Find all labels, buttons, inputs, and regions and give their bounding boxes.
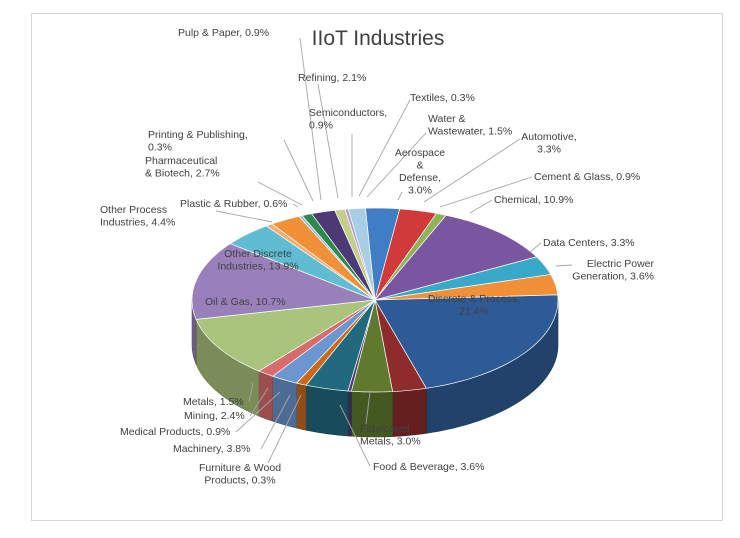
pie-slice-chemical bbox=[374, 214, 538, 301]
leader-line-machinery bbox=[260, 394, 291, 450]
pie-side-furniture-wood-products bbox=[347, 390, 352, 437]
slice-label-chemical: Chemical, 10.9% bbox=[494, 194, 573, 206]
slice-label-medical-products: Medical Products, 0.9% bbox=[120, 426, 230, 438]
chart-title: IIoT Industries bbox=[312, 27, 445, 50]
slice-label-oil-gas: Oil & Gas, 10.7% bbox=[205, 296, 286, 308]
leader-line-data-centers bbox=[529, 242, 542, 253]
slice-label-cement-glass: Cement & Glass, 0.9% bbox=[534, 171, 640, 183]
leader-line-textiles bbox=[358, 99, 411, 197]
slice-label-printing-publishing: Printing & Publishing, 0.3% bbox=[148, 129, 248, 154]
slice-label-plastic-rubber: Plastic & Rubber, 0.6% bbox=[180, 198, 287, 210]
leader-line-chemical bbox=[469, 199, 493, 214]
leader-line-metals bbox=[248, 382, 254, 403]
leader-line-other-process-industries bbox=[215, 210, 273, 223]
leader-line-electric-power-generation bbox=[555, 264, 573, 267]
slice-labels: Aerospace & Defense, 3.0% Automotive, 3.3% Cem… bbox=[100, 27, 654, 487]
slice-label-pharmaceutical-biotech: Pharmaceutical & Biotech, 2.7% bbox=[145, 155, 220, 180]
leader-line-automotive bbox=[423, 138, 521, 203]
leader-line-plastic-rubber bbox=[292, 203, 299, 208]
pie-sides bbox=[191, 299, 559, 438]
slice-label-fabricated-metals: Fabricated Metals, 3.0% bbox=[360, 423, 421, 448]
slice-label-electric-power-generation: Electric Power Generation, 3.6% bbox=[572, 258, 654, 283]
slice-label-metals: Metals, 1.5% bbox=[183, 396, 244, 408]
pie-slice-water-wastewater bbox=[347, 207, 376, 301]
leader-line-aerospace-defense bbox=[397, 191, 403, 201]
slice-label-machinery: Machinery, 3.8% bbox=[173, 443, 250, 455]
slice-label-discrete-process-other: Discrete & Process, 21.4% bbox=[428, 293, 520, 318]
leader-line-pharmaceutical-biotech bbox=[257, 181, 303, 206]
slice-label-aerospace-defense: Aerospace & Defense, 3.0% bbox=[395, 147, 445, 197]
leader-line-food-beverage bbox=[339, 404, 371, 467]
slice-label-water-wastewater: Water & Wastewater, 1.5% bbox=[428, 113, 512, 138]
pie-side-machinery bbox=[305, 384, 349, 437]
pie-slice-discrete-process-other bbox=[374, 294, 559, 389]
slice-label-mining: Mining, 2.4% bbox=[184, 410, 245, 422]
leader-line-cement-glass bbox=[439, 176, 533, 208]
leader-line-printing-publishing bbox=[283, 139, 314, 202]
pie-tops bbox=[191, 207, 559, 393]
pie-slice-oil-gas bbox=[195, 299, 376, 372]
leader-line-fabricated-metals bbox=[365, 391, 371, 425]
slice-label-semiconductors: Semiconductors, 0.9% bbox=[309, 107, 387, 132]
leader-line-medical-products bbox=[235, 391, 281, 433]
slice-label-food-beverage: Food & Beverage, 3.6% bbox=[373, 461, 485, 473]
slice-label-furniture-wood-products: Furniture & Wood Products, 0.3% bbox=[199, 462, 281, 487]
leader-lines bbox=[215, 37, 573, 467]
leader-line-water-wastewater bbox=[366, 132, 427, 198]
leader-line-refining bbox=[317, 83, 339, 199]
slice-label-data-centers: Data Centers, 3.3% bbox=[543, 237, 635, 249]
slice-label-other-process-industries: Other Process Industries, 4.4% bbox=[100, 204, 175, 229]
pie-slice-other-discrete-industries bbox=[191, 243, 376, 320]
slice-label-automotive: Automotive, 3.3% bbox=[521, 131, 576, 156]
slice-label-pulp-paper: Pulp & Paper, 0.9% bbox=[178, 27, 269, 39]
slice-label-other-discrete-industries: Other Discrete Industries, 13.9% bbox=[217, 248, 298, 273]
pie-side-metals bbox=[258, 370, 273, 422]
slice-label-refining: Refining, 2.1% bbox=[298, 72, 366, 84]
pie-side-medical-products bbox=[296, 382, 307, 431]
leader-line-furniture-wood-products bbox=[267, 394, 302, 464]
leader-line-pulp-paper bbox=[299, 37, 322, 201]
leader-line-mining bbox=[249, 387, 269, 417]
slice-label-textiles: Textiles, 0.3% bbox=[410, 92, 475, 104]
